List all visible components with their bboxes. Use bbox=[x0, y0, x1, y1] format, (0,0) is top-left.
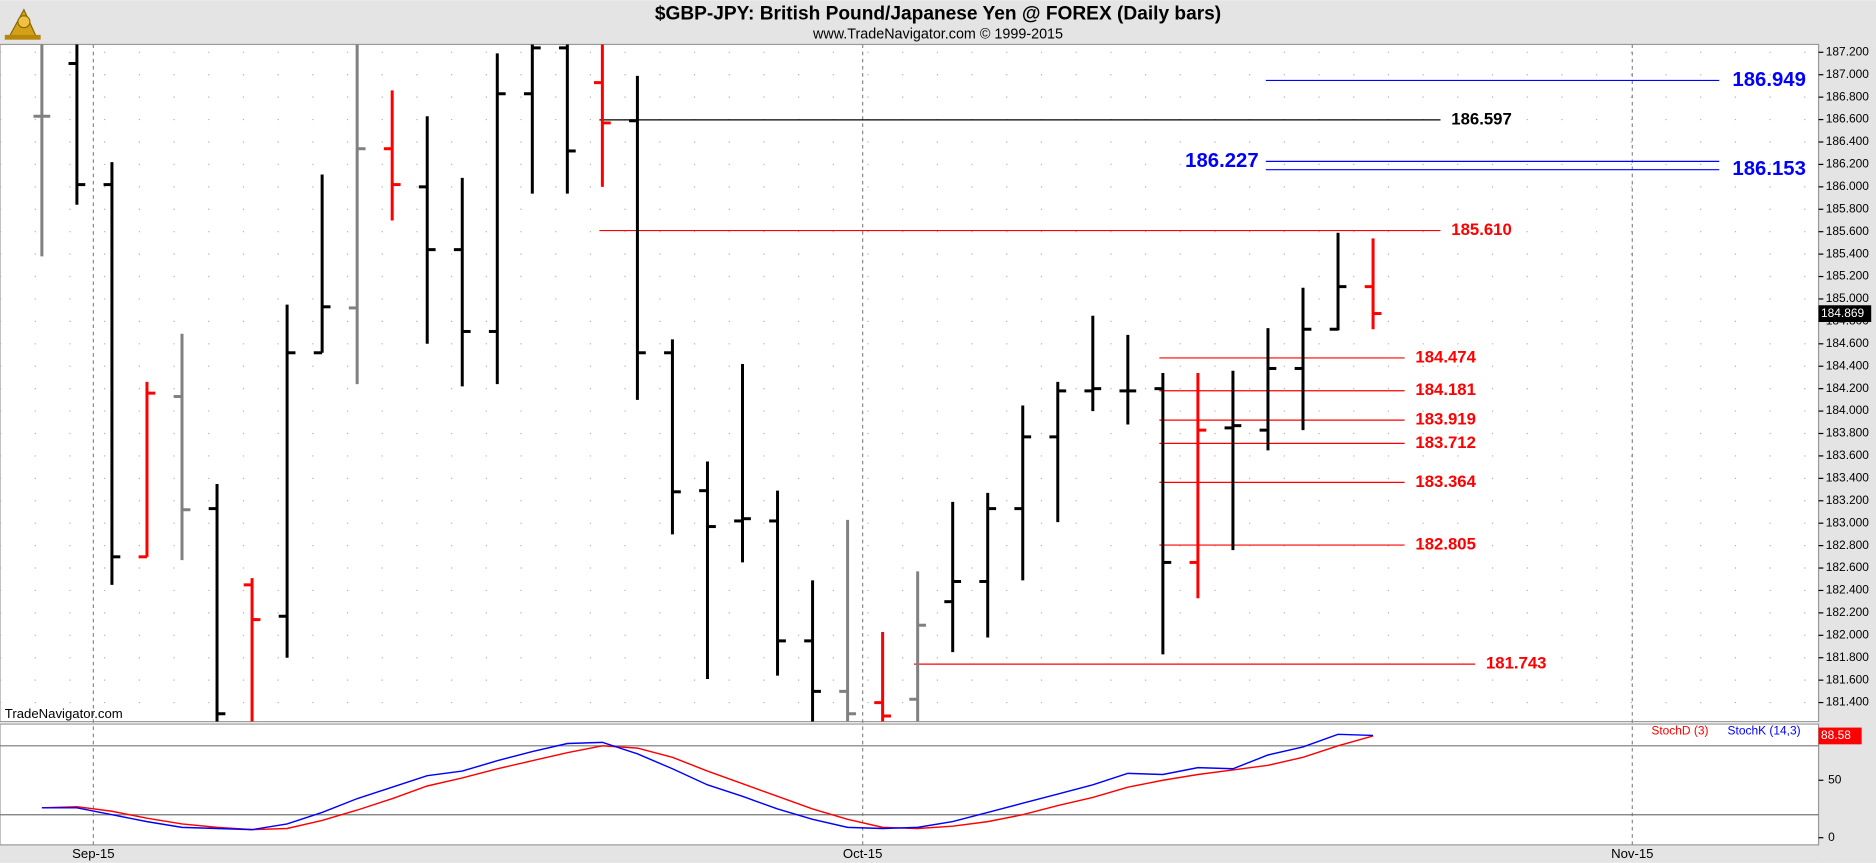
y-tick-label: 185.200 bbox=[1826, 269, 1870, 283]
y-tick-label: 184.400 bbox=[1826, 358, 1870, 372]
level-label: 183.712 bbox=[1415, 433, 1476, 452]
y-tick-label: 186.000 bbox=[1826, 179, 1870, 193]
y-tick-label: 183.800 bbox=[1826, 426, 1870, 440]
logo bbox=[4, 8, 41, 40]
y-tick-label: 182.200 bbox=[1826, 605, 1870, 619]
y-tick-label: 186.800 bbox=[1826, 89, 1870, 103]
legend-entry: StochD (3) bbox=[1651, 723, 1708, 737]
y-tick-label: 184.600 bbox=[1826, 336, 1870, 350]
last-value-label: 88.58 bbox=[1821, 728, 1851, 742]
level-label: 182.805 bbox=[1415, 534, 1476, 553]
indicator-line bbox=[41, 735, 1374, 831]
y-tick-label: 186.400 bbox=[1826, 134, 1870, 148]
price-panel bbox=[0, 43, 1820, 723]
y-tick-label: 187.200 bbox=[1826, 44, 1870, 58]
y-tick-label: 181.600 bbox=[1826, 672, 1870, 686]
level-label: 186.227 bbox=[1185, 150, 1258, 172]
indicator-line bbox=[41, 733, 1374, 831]
y-tick-label: 182.400 bbox=[1826, 583, 1870, 597]
last-price-box bbox=[1818, 305, 1872, 323]
level-label: 183.919 bbox=[1415, 410, 1476, 429]
axis-bg bbox=[1818, 44, 1876, 863]
y-tick-label: 0 bbox=[1828, 830, 1835, 844]
y-tick-label: 184.000 bbox=[1826, 403, 1870, 417]
y-tick-label: 186.200 bbox=[1826, 157, 1870, 171]
level-label: 186.153 bbox=[1732, 158, 1805, 180]
legend-entry: StochK (14,3) bbox=[1728, 723, 1801, 737]
y-tick-label: 183.000 bbox=[1826, 515, 1870, 529]
level-label: 186.597 bbox=[1451, 109, 1512, 128]
y-tick-label: 181.400 bbox=[1826, 695, 1870, 709]
chart-title: $GBP-JPY: British Pound/Japanese Yen @ F… bbox=[655, 4, 1221, 25]
level-label: 185.610 bbox=[1451, 220, 1512, 239]
y-tick-label: 50 bbox=[1828, 772, 1842, 786]
date-axis-bg bbox=[0, 844, 1876, 863]
watermark: TradeNavigator.com bbox=[5, 706, 123, 721]
y-tick-label: 184.200 bbox=[1826, 381, 1870, 395]
level-label: 181.743 bbox=[1486, 654, 1547, 673]
level-label: 183.364 bbox=[1415, 472, 1476, 491]
y-tick-label: 185.000 bbox=[1826, 291, 1870, 305]
bars bbox=[33, 44, 1382, 722]
x-tick-label: Nov-15 bbox=[1611, 846, 1653, 861]
y-tick-label: 183.400 bbox=[1826, 470, 1870, 484]
level-label: 186.949 bbox=[1732, 69, 1805, 91]
y-tick-label: 187.000 bbox=[1826, 67, 1870, 81]
y-tick-label: 185.800 bbox=[1826, 201, 1870, 215]
x-tick-label: Oct-15 bbox=[843, 846, 882, 861]
y-tick-label: 183.600 bbox=[1826, 448, 1870, 462]
level-label: 184.474 bbox=[1415, 347, 1476, 366]
y-tick-label: 181.800 bbox=[1826, 650, 1870, 664]
y-tick-label: 182.600 bbox=[1826, 560, 1870, 574]
last-price-label: 184.869 bbox=[1821, 306, 1865, 320]
indicator: 0 50 StochD (3) StochK (14,3) 88.58 bbox=[0, 723, 1862, 844]
y-tick-label: 183.200 bbox=[1826, 493, 1870, 507]
x-tick-label: Sep-15 bbox=[72, 846, 114, 861]
axes: 181.400 181.600 181.800 182.000 182.200 182.4… bbox=[72, 44, 1872, 861]
levels: 186.949 186.597 186.227 186.153 185.610 184.4… bbox=[599, 69, 1806, 673]
level-label: 184.181 bbox=[1415, 380, 1476, 399]
y-tick-label: 182.800 bbox=[1826, 538, 1870, 552]
header-bg bbox=[0, 0, 1876, 45]
y-tick-label: 185.400 bbox=[1826, 246, 1870, 260]
last-value-box bbox=[1818, 727, 1862, 745]
y-tick-label: 185.600 bbox=[1826, 224, 1870, 238]
y-tick-label: 182.000 bbox=[1826, 627, 1870, 641]
chart-subtitle: www.TradeNavigator.com © 1999-2015 bbox=[812, 27, 1063, 43]
y-tick-label: 186.600 bbox=[1826, 112, 1870, 126]
